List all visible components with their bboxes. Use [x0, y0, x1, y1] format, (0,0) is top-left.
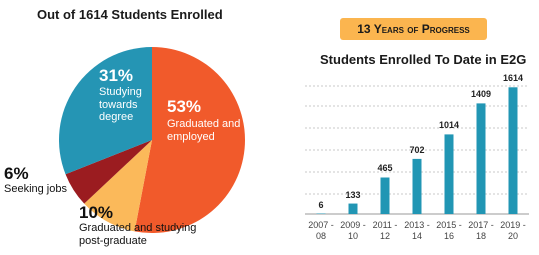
pie-title: Out of 1614 Students Enrolled [37, 7, 223, 22]
x-tick-label: 2009 - 10 [340, 220, 366, 242]
x-tick-label: 2011 - 12 [372, 220, 398, 242]
x-tick-label: 2015 - 16 [436, 220, 462, 242]
x-tick-label: 2013 - 14 [404, 220, 430, 242]
badge: 13 Years of Progress [340, 18, 487, 40]
bar [508, 87, 518, 214]
slice-label: Seeking jobs [4, 183, 67, 195]
pie-slice [134, 47, 246, 233]
slice-value-label: 31% [99, 66, 134, 85]
bar-value-label: 1014 [438, 120, 460, 131]
bar-value-label: 6 [318, 199, 324, 210]
bar-value-label: 1614 [502, 73, 524, 84]
bar-value-label: 133 [345, 189, 361, 200]
pie-slice [65, 140, 152, 204]
slice-value-label: 6% [4, 164, 29, 183]
bar [412, 158, 422, 214]
bar [476, 103, 486, 214]
slice-value-label: 53% [167, 97, 202, 116]
slice-label: Graduated and employed [167, 118, 241, 143]
x-tick-label: 2019 - 20 [500, 220, 526, 242]
bar [380, 177, 390, 214]
bar [444, 134, 454, 214]
slice-label: Studying towards degree [99, 86, 142, 124]
bar [348, 203, 358, 214]
bar-value-label: 702 [409, 144, 425, 155]
pie-slice [59, 47, 152, 175]
pie-slice [84, 140, 152, 232]
bar-value-label: 465 [377, 163, 393, 174]
bar-title: Students Enrolled To Date in E2G [320, 52, 527, 67]
x-tick-label: 2007 - 08 [308, 220, 334, 242]
slice-value-label: 10% [79, 203, 114, 222]
slice-label: Graduated and studying post-graduate [79, 222, 197, 247]
bar-value-label: 1409 [470, 89, 492, 100]
x-tick-label: 2017 - 18 [468, 220, 494, 242]
